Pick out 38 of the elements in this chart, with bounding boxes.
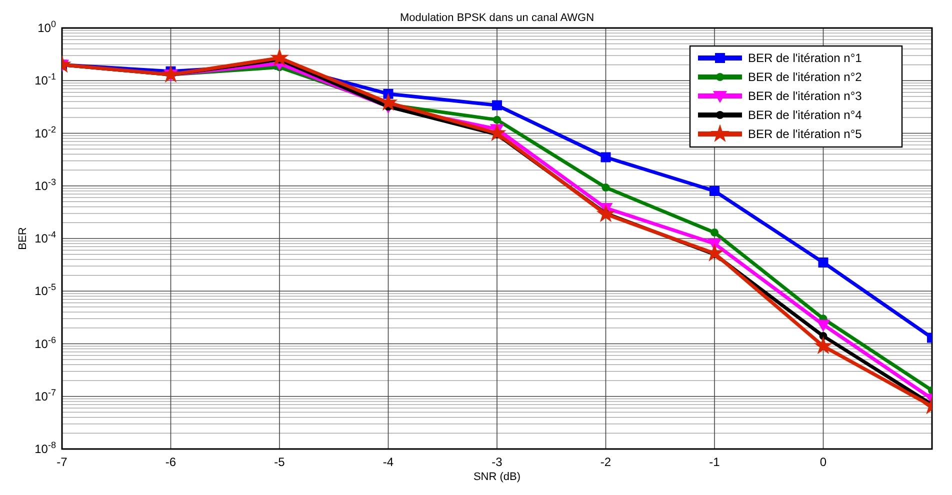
point bbox=[818, 257, 828, 268]
y-tick-label: 10$^{-3}$ bbox=[34, 176, 56, 193]
legend-label: BER de l'itération n°1 bbox=[748, 51, 862, 65]
point bbox=[270, 48, 289, 66]
point bbox=[819, 332, 828, 340]
point bbox=[493, 116, 501, 124]
legend-label: BER de l'itération n°5 bbox=[748, 127, 862, 141]
x-tick-label: -4 bbox=[382, 455, 394, 469]
chart-title: Modulation BPSK dans un canal AWGN bbox=[400, 12, 594, 24]
y-tick-label: 10$^{-2}$ bbox=[34, 124, 56, 140]
point bbox=[710, 228, 718, 237]
point bbox=[814, 336, 833, 354]
x-tick-label: -1 bbox=[709, 455, 720, 469]
y-tick-label: 10$^{-1}$ bbox=[34, 72, 56, 88]
legend-label: BER de l'itération n°2 bbox=[748, 70, 862, 84]
point bbox=[600, 152, 611, 162]
point bbox=[816, 320, 830, 332]
point bbox=[596, 204, 616, 222]
y-tick-label: 10$^{-7}$ bbox=[34, 387, 56, 404]
legend-label: BER de l'itération n°3 bbox=[748, 89, 862, 103]
y-tick-label: 10$^{0}$ bbox=[38, 19, 56, 35]
point bbox=[710, 186, 720, 196]
legend-label: BER de l'itération n°4 bbox=[748, 108, 862, 122]
point bbox=[161, 64, 180, 83]
y-tick-label: 10$^{-8}$ bbox=[34, 440, 56, 456]
x-tick-label: -3 bbox=[492, 455, 503, 469]
y-tick-label: 10$^{-6}$ bbox=[34, 334, 56, 351]
point bbox=[492, 100, 502, 110]
y-tick-label: 10$^{-4}$ bbox=[34, 230, 56, 246]
x-tick-label: -7 bbox=[56, 455, 68, 469]
x-axis-title: SNR (dB) bbox=[473, 471, 521, 483]
x-tick-label: 0 bbox=[820, 455, 827, 469]
y-tick-label: 10$^{-5}$ bbox=[34, 282, 56, 298]
y-axis-title: BER bbox=[17, 227, 29, 250]
x-tick-label: -6 bbox=[165, 455, 176, 469]
x-tick-label: -2 bbox=[600, 455, 612, 469]
x-tick-label: -5 bbox=[274, 455, 286, 469]
point bbox=[602, 184, 610, 192]
